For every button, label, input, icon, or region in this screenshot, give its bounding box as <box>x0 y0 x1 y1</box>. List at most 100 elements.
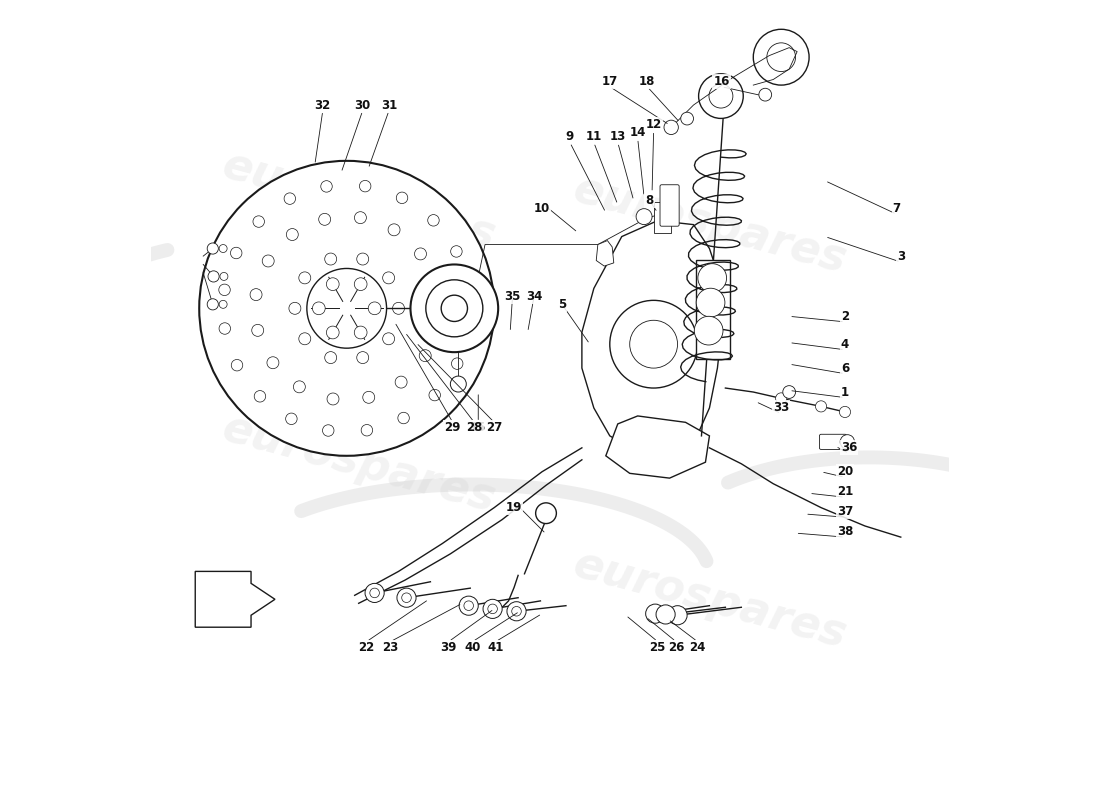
Text: 35: 35 <box>504 290 520 303</box>
Circle shape <box>199 161 494 456</box>
Text: 25: 25 <box>649 641 666 654</box>
Circle shape <box>681 112 693 125</box>
Circle shape <box>668 606 688 625</box>
Text: 13: 13 <box>609 130 626 143</box>
Circle shape <box>299 272 311 284</box>
Text: 41: 41 <box>487 641 504 654</box>
Circle shape <box>383 272 395 284</box>
Circle shape <box>220 273 228 281</box>
Circle shape <box>609 300 697 388</box>
Text: 30: 30 <box>354 98 371 111</box>
Circle shape <box>402 593 411 602</box>
FancyBboxPatch shape <box>653 202 671 233</box>
Circle shape <box>463 282 474 294</box>
Circle shape <box>397 588 416 607</box>
Text: 1: 1 <box>840 386 849 398</box>
Circle shape <box>759 88 771 101</box>
Circle shape <box>431 316 443 328</box>
FancyBboxPatch shape <box>660 185 679 226</box>
Text: 10: 10 <box>534 202 550 215</box>
Circle shape <box>356 253 369 265</box>
Circle shape <box>312 302 326 314</box>
Circle shape <box>696 288 725 317</box>
Circle shape <box>327 326 339 339</box>
Circle shape <box>430 280 442 292</box>
Text: 36: 36 <box>840 442 857 454</box>
Circle shape <box>365 583 384 602</box>
Circle shape <box>319 214 331 226</box>
Circle shape <box>219 245 227 253</box>
Text: 23: 23 <box>383 641 398 654</box>
Text: 34: 34 <box>526 290 542 303</box>
Text: 29: 29 <box>444 422 461 434</box>
Circle shape <box>815 401 826 412</box>
Circle shape <box>783 386 795 398</box>
Circle shape <box>383 333 395 345</box>
Circle shape <box>840 434 855 449</box>
Text: 16: 16 <box>713 74 729 88</box>
Circle shape <box>451 358 463 370</box>
Circle shape <box>219 322 231 334</box>
Text: 18: 18 <box>639 74 656 88</box>
Text: 4: 4 <box>840 338 849 350</box>
Circle shape <box>254 390 266 402</box>
Circle shape <box>410 265 498 352</box>
Circle shape <box>426 280 483 337</box>
Circle shape <box>450 376 466 392</box>
Circle shape <box>354 212 366 224</box>
Polygon shape <box>695 261 730 358</box>
Circle shape <box>507 602 526 621</box>
Text: 8: 8 <box>646 194 653 207</box>
Circle shape <box>698 74 744 118</box>
Text: 22: 22 <box>359 641 375 654</box>
Polygon shape <box>606 416 710 478</box>
Circle shape <box>284 193 296 204</box>
FancyBboxPatch shape <box>820 434 847 450</box>
Circle shape <box>463 321 474 333</box>
Text: 9: 9 <box>565 130 574 143</box>
Text: 31: 31 <box>381 98 397 111</box>
Circle shape <box>776 393 786 404</box>
Circle shape <box>354 326 367 339</box>
Circle shape <box>396 192 408 203</box>
Text: 21: 21 <box>837 485 854 498</box>
Circle shape <box>536 503 557 523</box>
Circle shape <box>393 302 405 314</box>
Text: 6: 6 <box>840 362 849 374</box>
Circle shape <box>767 43 795 71</box>
Circle shape <box>231 247 242 258</box>
Circle shape <box>208 271 219 282</box>
Circle shape <box>398 412 409 424</box>
Circle shape <box>487 604 497 614</box>
Circle shape <box>646 604 664 623</box>
Circle shape <box>286 229 298 241</box>
Text: 27: 27 <box>486 422 503 434</box>
Circle shape <box>219 284 230 295</box>
Text: 2: 2 <box>840 310 849 322</box>
Circle shape <box>207 298 219 310</box>
Circle shape <box>694 316 723 345</box>
Circle shape <box>262 255 274 267</box>
Circle shape <box>664 120 679 134</box>
Text: 37: 37 <box>837 505 854 518</box>
Text: 32: 32 <box>315 98 331 111</box>
Circle shape <box>483 599 503 618</box>
Circle shape <box>360 180 371 192</box>
Circle shape <box>294 381 306 393</box>
Circle shape <box>327 278 339 290</box>
Circle shape <box>459 596 478 615</box>
Text: 12: 12 <box>646 118 662 131</box>
Text: 38: 38 <box>837 525 854 538</box>
Text: 17: 17 <box>602 74 618 88</box>
Text: 26: 26 <box>668 641 684 654</box>
Circle shape <box>419 350 431 362</box>
Circle shape <box>250 289 262 301</box>
Circle shape <box>321 181 332 192</box>
Circle shape <box>289 302 301 314</box>
Text: 7: 7 <box>893 202 901 215</box>
Circle shape <box>368 302 381 314</box>
Circle shape <box>252 324 264 336</box>
Circle shape <box>363 391 375 403</box>
Circle shape <box>388 224 400 236</box>
Circle shape <box>636 209 652 225</box>
